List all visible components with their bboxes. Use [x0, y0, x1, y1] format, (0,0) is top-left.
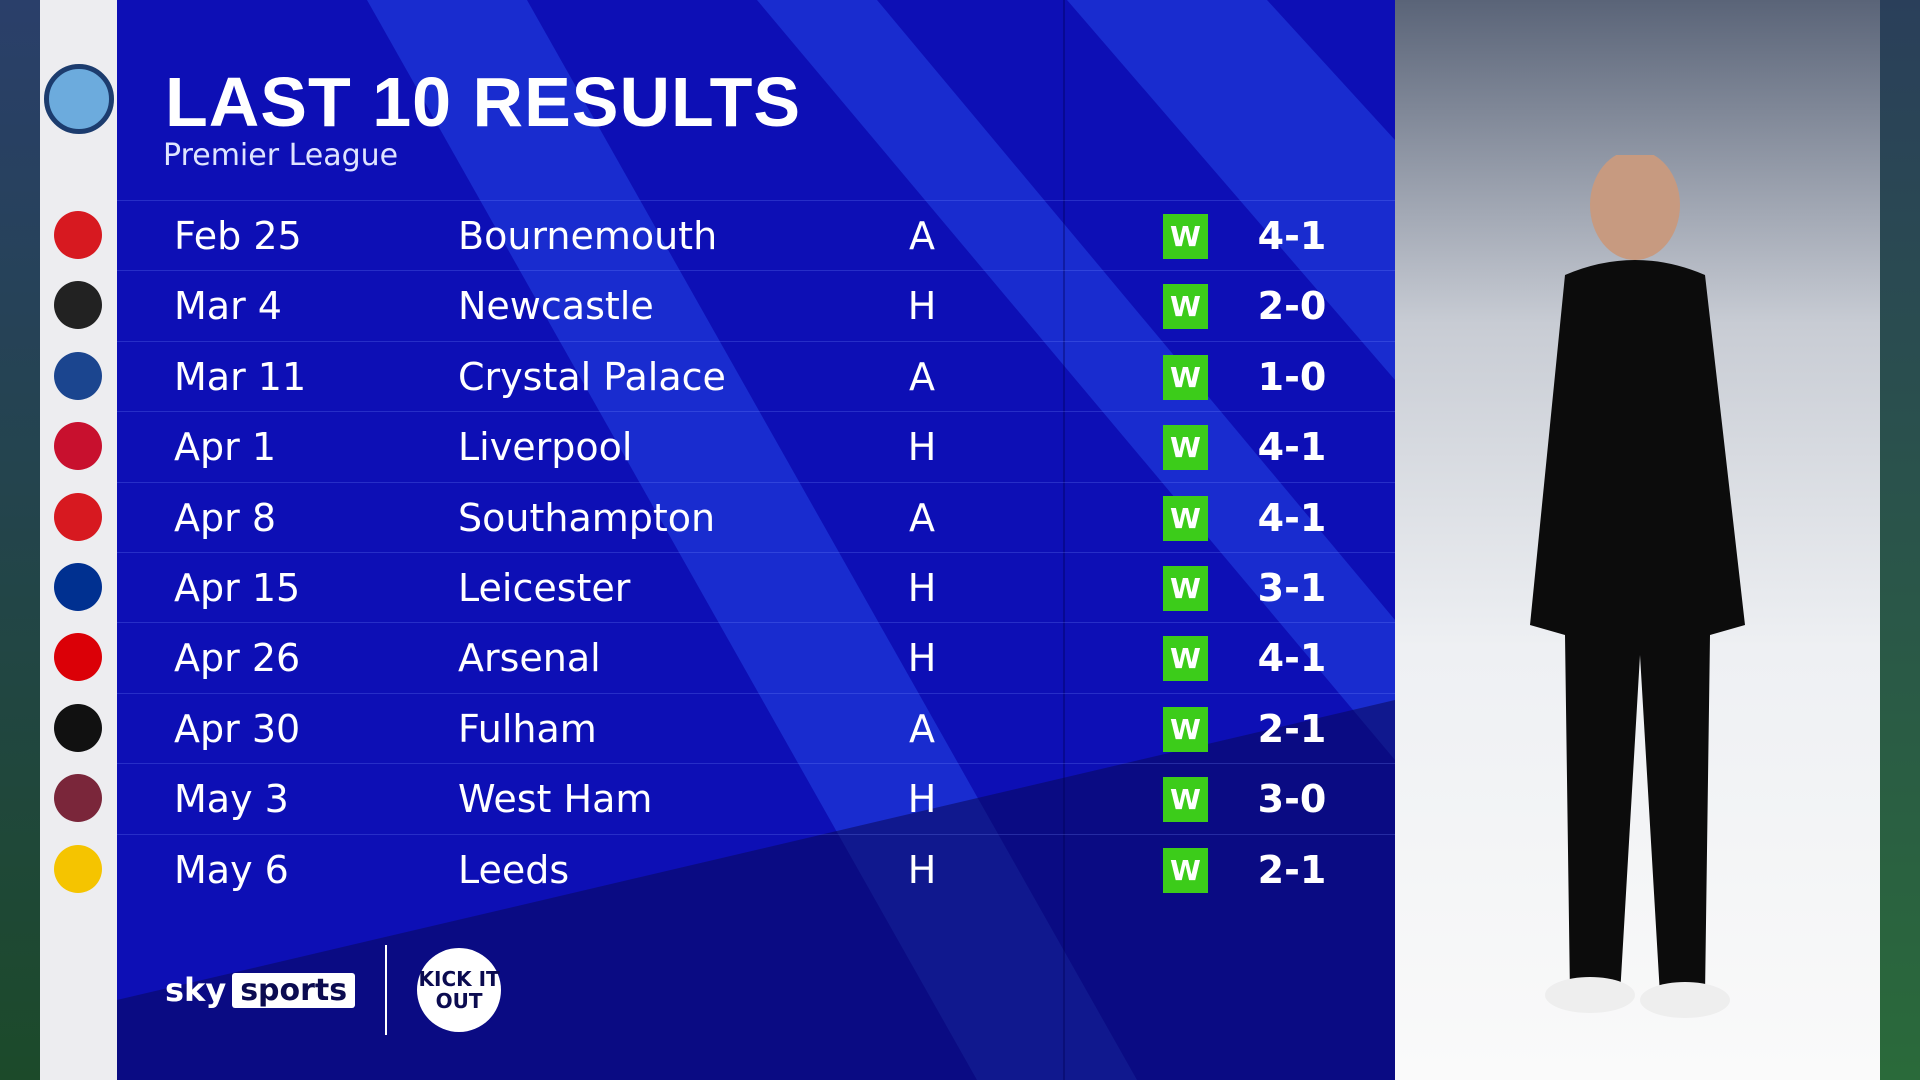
opponent-name: West Ham — [458, 777, 653, 822]
opponent-name: Arsenal — [458, 636, 601, 681]
background-stadium-left — [0, 0, 40, 1080]
opponent-name: Newcastle — [458, 284, 654, 329]
result-row: Feb 25 Bournemouth A W 4-1 — [117, 200, 1395, 270]
score: 4-1 — [1257, 495, 1327, 540]
opponent-crest-icon — [54, 211, 102, 259]
venue: H — [907, 284, 937, 329]
manager-photo — [1395, 0, 1880, 1080]
match-date: Apr 1 — [174, 425, 276, 470]
result-row: Apr 1 Liverpool H W 4-1 — [117, 411, 1395, 481]
score: 3-0 — [1257, 777, 1327, 822]
match-date: Mar 11 — [174, 354, 307, 399]
outcome-badge: W — [1163, 284, 1208, 330]
match-date: May 3 — [174, 777, 289, 822]
kick-it-out-logo: KICK IT OUT — [417, 948, 502, 1032]
opponent-crest-icon — [54, 844, 102, 893]
outcome-badge: W — [1163, 214, 1208, 259]
opponent-crest-icon — [54, 563, 102, 611]
score: 4-1 — [1257, 425, 1327, 470]
opponent-crest-icon — [54, 281, 102, 330]
result-row: Apr 30 Fulham A W 2-1 — [117, 692, 1395, 763]
opponent-crest-icon — [54, 422, 102, 471]
competition-subtitle: Premier League — [163, 138, 399, 173]
opponent-crest-icon — [54, 774, 102, 823]
result-row: Mar 11 Crystal Palace A W 1-0 — [117, 340, 1395, 411]
outcome-badge: W — [1163, 847, 1208, 893]
outcome-badge: W — [1163, 706, 1208, 752]
match-date: Apr 15 — [174, 566, 301, 610]
opponent-name: Liverpool — [458, 425, 633, 470]
venue: H — [907, 425, 937, 470]
score: 2-1 — [1257, 847, 1327, 892]
result-row: Apr 26 Arsenal H W 4-1 — [117, 622, 1395, 692]
score: 1-0 — [1257, 354, 1327, 399]
match-date: Feb 25 — [174, 214, 302, 258]
score: 4-1 — [1257, 214, 1327, 258]
outcome-badge: W — [1163, 354, 1208, 400]
outcome-badge: W — [1163, 425, 1208, 471]
footer-logos: sky sports KICK IT OUT — [165, 945, 502, 1035]
page-title: LAST 10 RESULTS — [165, 63, 802, 141]
outcome-badge: W — [1163, 495, 1208, 541]
opponent-crest-icon — [54, 492, 102, 541]
result-row: Apr 15 Leicester H W 3-1 — [117, 552, 1395, 622]
venue: H — [907, 847, 937, 892]
venue: A — [909, 354, 935, 399]
opponent-name: Leicester — [458, 566, 631, 610]
match-date: Apr 8 — [174, 495, 276, 540]
result-row: Apr 8 Southampton A W 4-1 — [117, 481, 1395, 552]
venue: H — [907, 777, 937, 822]
result-row: May 6 Leeds H W 2-1 — [117, 833, 1395, 904]
outcome-badge: W — [1163, 566, 1208, 611]
background-stadium-right — [1880, 0, 1920, 1080]
sky-logo: sky — [165, 971, 227, 1009]
match-date: Apr 30 — [174, 706, 301, 751]
score: 2-0 — [1257, 284, 1327, 329]
opponent-name: Bournemouth — [458, 214, 718, 258]
score: 3-1 — [1257, 566, 1327, 610]
opponent-crest-icon — [54, 703, 102, 752]
column-divider — [1063, 0, 1065, 1080]
venue: A — [909, 495, 935, 540]
venue: A — [909, 214, 935, 258]
outcome-badge: W — [1163, 636, 1208, 682]
manager-figure — [1530, 155, 1745, 1018]
opponent-crest-icon — [54, 633, 102, 682]
venue: H — [907, 566, 937, 610]
result-row: May 3 West Ham H W 3-0 — [117, 763, 1395, 833]
opponent-name: Crystal Palace — [458, 354, 726, 399]
score: 2-1 — [1257, 706, 1327, 751]
match-date: Apr 26 — [174, 636, 301, 681]
opponent-name: Fulham — [458, 706, 597, 751]
opponent-name: Leeds — [458, 847, 570, 892]
manchester-city-crest-icon — [44, 64, 114, 134]
match-date: Mar 4 — [174, 284, 282, 329]
sports-logo: sports — [232, 972, 356, 1008]
outcome-badge: W — [1163, 777, 1208, 823]
venue: H — [907, 636, 937, 681]
opponent-name: Southampton — [458, 495, 716, 540]
crest-column — [40, 0, 117, 1080]
venue: A — [909, 706, 935, 751]
score: 4-1 — [1257, 636, 1327, 681]
match-date: May 6 — [174, 847, 289, 892]
result-row: Mar 4 Newcastle H W 2-0 — [117, 270, 1395, 340]
logo-divider — [385, 945, 388, 1035]
opponent-crest-icon — [54, 351, 102, 400]
